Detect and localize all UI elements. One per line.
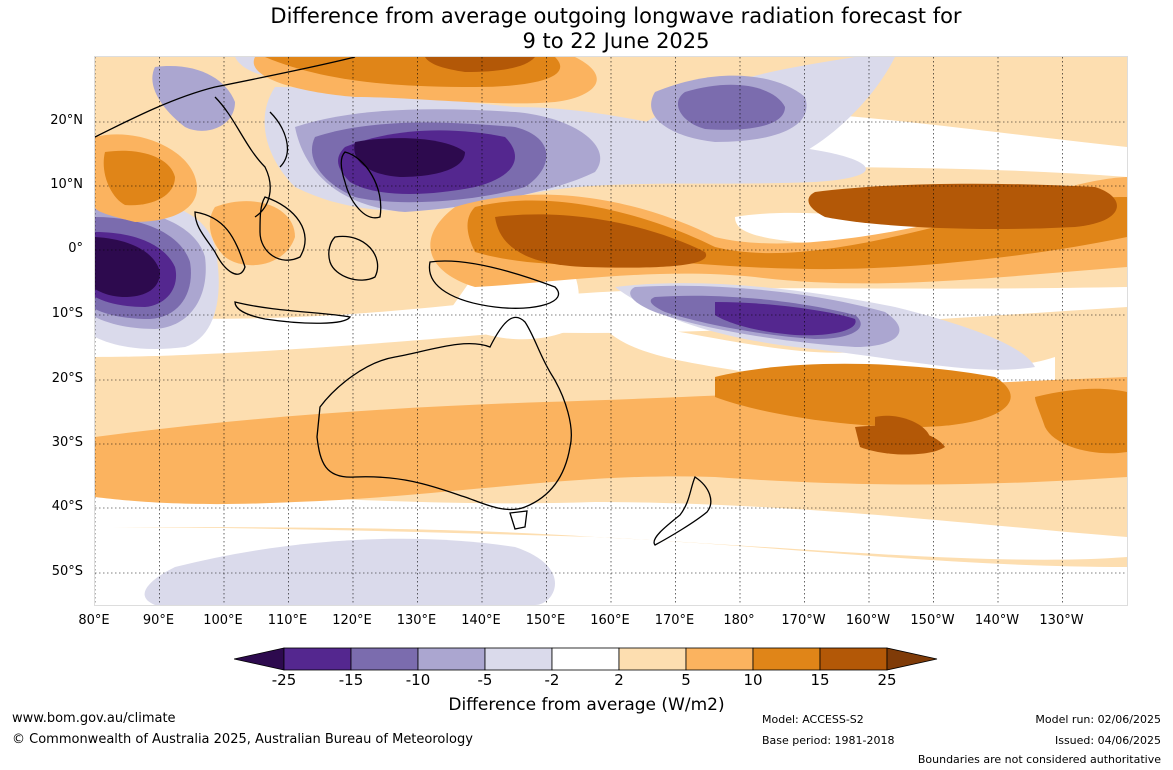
colorbar-cell: [283, 647, 352, 671]
colorbar-min-arrow: [234, 647, 285, 671]
colorbar-tick-label: 10: [743, 671, 763, 689]
model-name: Model: ACCESS-S2: [762, 713, 864, 726]
anomaly-map: [94, 56, 1128, 606]
longitude-label: 130°E: [396, 613, 437, 628]
website-link[interactable]: www.bom.gov.au/climate: [12, 711, 176, 726]
longitude-label: 140°E: [461, 613, 501, 628]
latitude-label: 30°S: [51, 435, 83, 450]
longitude-label: 120°E: [332, 613, 372, 628]
colorbar-tick-label: 15: [810, 671, 830, 689]
colorbar-cell: [417, 647, 486, 671]
longitude-label: 150°E: [525, 613, 566, 628]
base-period: Base period: 1981-2018: [762, 734, 895, 747]
colorbar-max-arrow: [886, 647, 938, 671]
issued-date: Issued: 04/06/2025: [1054, 734, 1161, 747]
colorbar-tick-label: -2: [544, 671, 560, 689]
coastlines: [95, 57, 712, 546]
colorbar-cell: [350, 647, 419, 671]
longitude-label: 180°: [723, 613, 755, 628]
latitude-label: 50°S: [51, 564, 83, 579]
colorbar-tick-label: 25: [877, 671, 897, 689]
colorbar: [234, 647, 938, 671]
longitude-label: 110°E: [267, 613, 308, 628]
colorbar-tick-label: 5: [681, 671, 691, 689]
boundaries-disclaimer: Boundaries are not considered authoritat…: [917, 753, 1161, 766]
colorbar-tick-label: -5: [477, 671, 493, 689]
colorbar-cell: [618, 647, 687, 671]
colorbar-cell: [752, 647, 821, 671]
latitude-label: 0°: [68, 241, 83, 256]
longitude-label: 160°W: [845, 613, 891, 628]
colorbar-cell: [551, 647, 620, 671]
colorbar-label: Difference from average (W/m2): [448, 695, 725, 715]
colorbar-tick-label: -10: [405, 671, 431, 689]
model-run-date: Model run: 02/06/2025: [1035, 713, 1161, 726]
latitude-label: 10°N: [50, 177, 83, 192]
longitude-label: 170°W: [781, 613, 826, 628]
longitude-label: 150°W: [910, 613, 955, 628]
colorbar-tick-label: -25: [271, 671, 297, 689]
latitude-label: 20°N: [50, 113, 83, 128]
latitude-label: 10°S: [51, 306, 83, 321]
colorbar-tick-label: 2: [614, 671, 624, 689]
title-line-1: Difference from average outgoing longwav…: [270, 4, 962, 28]
longitude-label: 160°E: [590, 613, 630, 628]
colorbar-cell: [819, 647, 888, 671]
colorbar-tick-label: -15: [338, 671, 364, 689]
longitude-label: 80°E: [78, 613, 110, 628]
graticule: [95, 57, 1127, 605]
copyright-text: © Commonwealth of Australia 2025, Austra…: [12, 732, 473, 747]
latitude-label: 20°S: [51, 371, 83, 386]
longitude-label: 130°W: [1039, 613, 1084, 628]
colorbar-cell: [685, 647, 754, 671]
longitude-label: 170°E: [654, 613, 695, 628]
longitude-label: 140°W: [974, 613, 1020, 628]
map-title: Difference from average outgoing longwav…: [0, 4, 1173, 54]
colorbar-cell: [484, 647, 553, 671]
longitude-label: 100°E: [203, 613, 243, 628]
longitude-label: 90°E: [142, 613, 175, 628]
latitude-label: 40°S: [51, 499, 83, 514]
title-line-2: 9 to 22 June 2025: [522, 29, 710, 53]
